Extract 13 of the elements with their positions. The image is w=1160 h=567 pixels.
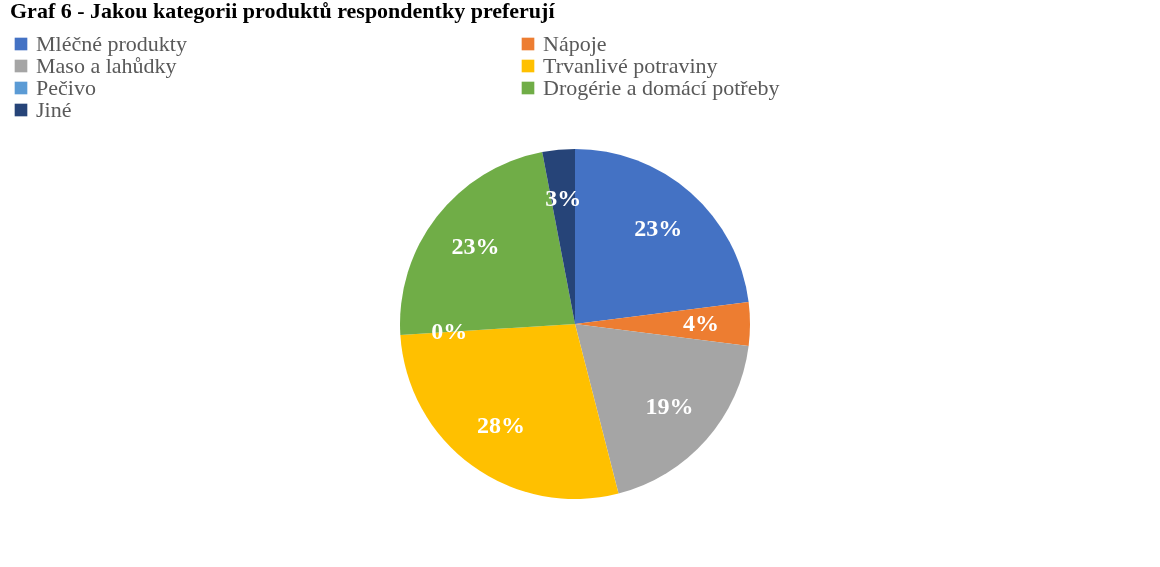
pie-slice (400, 324, 619, 499)
chart-title: Graf 6 - Jakou kategorii produktů respondentky preferují (10, 0, 556, 23)
legend-label: Pečivo (36, 75, 96, 100)
data-label: 19% (645, 393, 694, 420)
legend-label: Jiné (36, 97, 72, 122)
data-label: 23% (451, 232, 500, 259)
text: 0% (431, 317, 468, 344)
data-label: 4% (683, 310, 719, 336)
data-label: 3% (545, 184, 582, 211)
legend-label: Mléčné produkty (36, 31, 187, 56)
data-label: 23% (634, 215, 683, 242)
legend-label: Nápoje (543, 31, 607, 56)
data-label: 28% (476, 411, 525, 438)
